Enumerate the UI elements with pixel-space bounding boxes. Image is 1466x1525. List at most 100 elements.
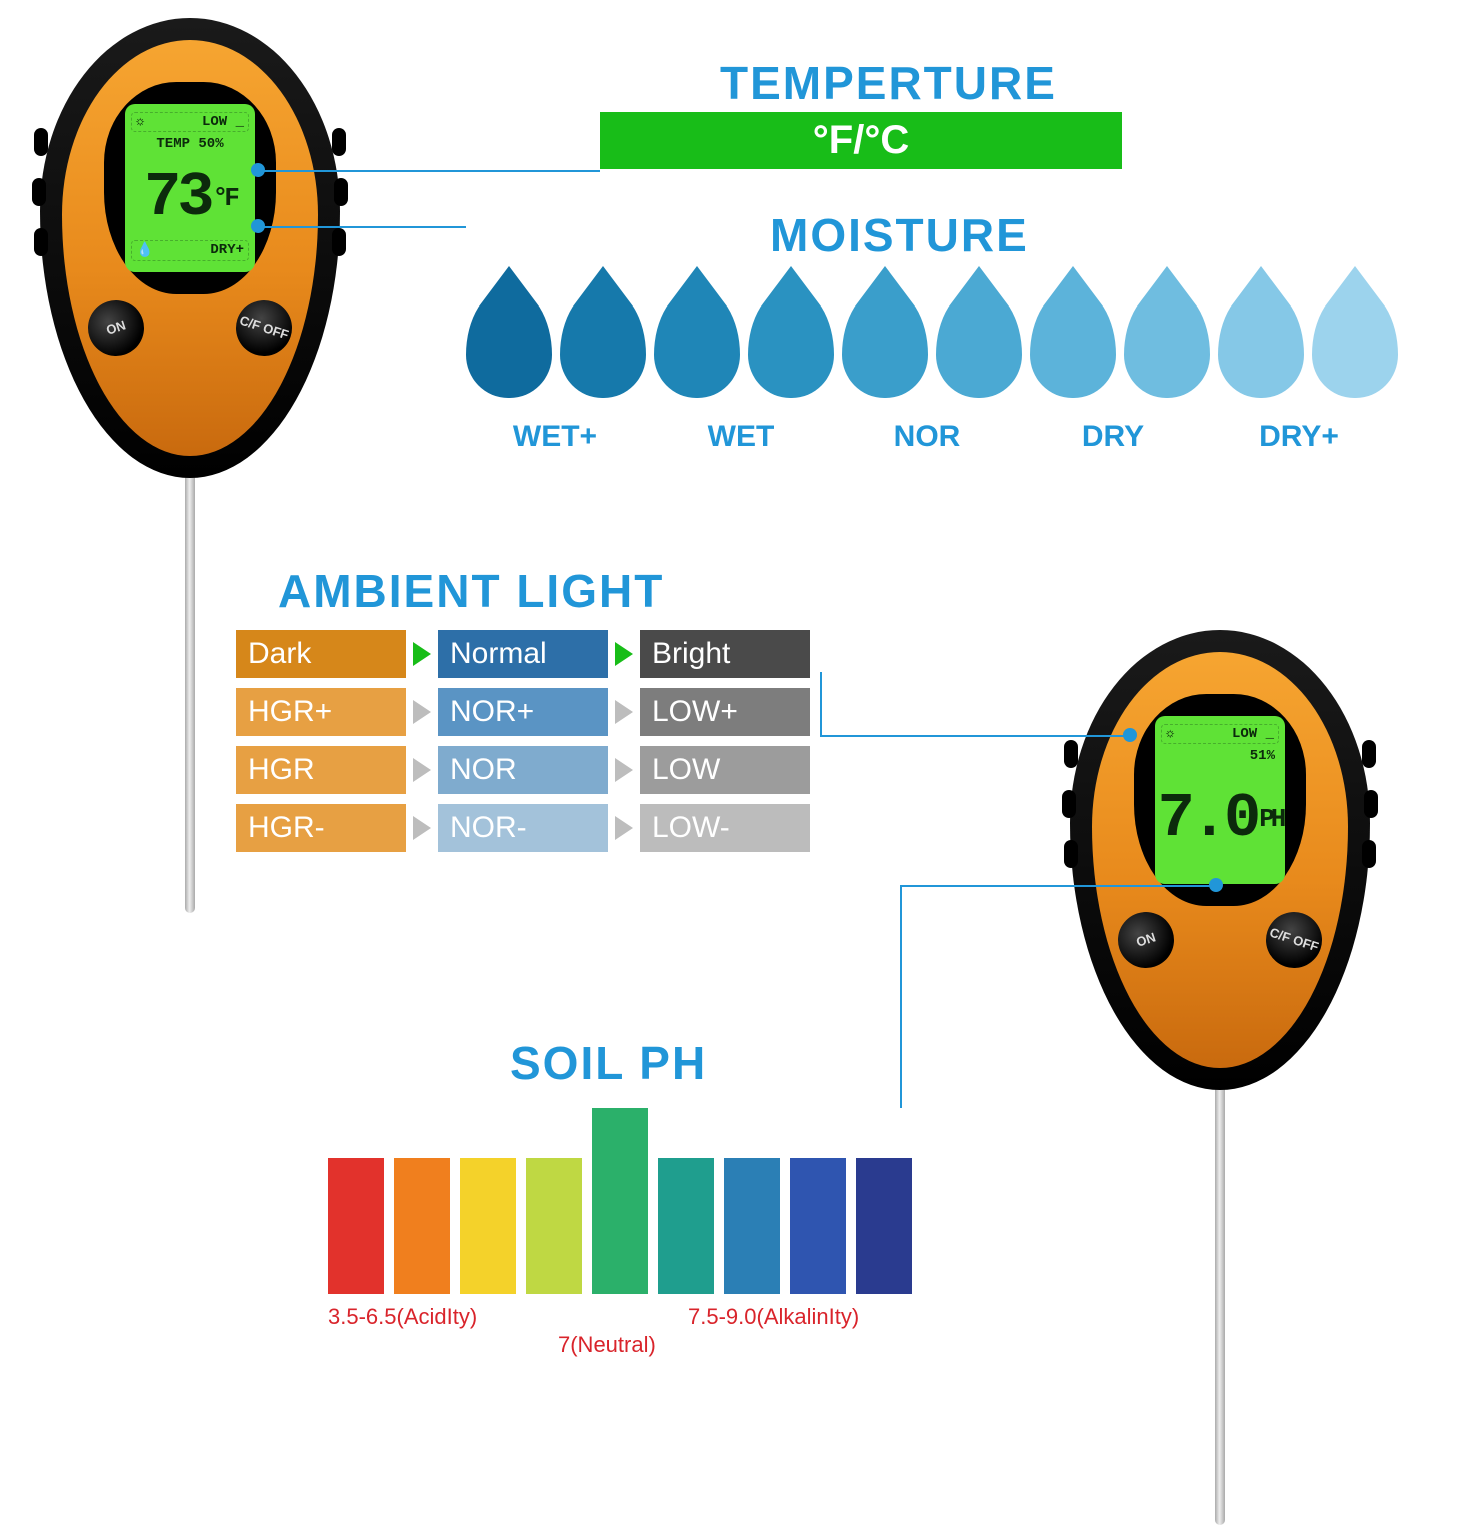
- lcd-mid-label: TEMP 50%: [131, 135, 249, 153]
- lcd-main-reading: 73 °F: [131, 156, 249, 240]
- soil-ph-scale: [328, 1108, 912, 1294]
- sun-icon: ☼: [1166, 726, 1174, 742]
- probe: [1215, 1075, 1225, 1525]
- light-cell: LOW-: [640, 804, 810, 852]
- callout-line: [900, 885, 902, 1108]
- lcd-mid-label: 51%: [1161, 747, 1279, 765]
- lcd-main-reading: 7.0 PH: [1161, 768, 1279, 869]
- chevron-right-icon: [615, 758, 633, 782]
- chevron-right-icon: [615, 816, 633, 840]
- light-header-dark: Dark: [236, 630, 406, 678]
- device-body: ☼ LOW _ TEMP 50% 73 °F 💧 DRY+ ON C/F OFF: [40, 18, 340, 478]
- light-cell: LOW: [640, 746, 810, 794]
- ph-bar: [526, 1158, 582, 1294]
- moisture-drop: [1218, 288, 1304, 398]
- ph-bar: [658, 1158, 714, 1294]
- ph-bar: [856, 1158, 912, 1294]
- side-nub: [34, 128, 48, 156]
- chevron-right-icon: [413, 816, 431, 840]
- soil-ph-title: SOIL PH: [510, 1036, 707, 1090]
- ph-bar: [328, 1158, 384, 1294]
- callout-line: [258, 170, 600, 172]
- ph-bar: [394, 1158, 450, 1294]
- lcd-screen: ☼ LOW _ TEMP 50% 73 °F 💧 DRY+: [125, 104, 255, 272]
- callout-line: [258, 226, 466, 228]
- side-nub: [1062, 790, 1076, 818]
- chevron-right-icon: [413, 700, 431, 724]
- probe: [185, 463, 195, 913]
- lcd-unit: PH: [1259, 806, 1282, 832]
- moisture-drop: [1124, 288, 1210, 398]
- side-nub: [332, 128, 346, 156]
- side-nub: [334, 178, 348, 206]
- drop-icon: 💧: [136, 242, 153, 259]
- chevron-right-icon: [413, 642, 431, 666]
- callout-line: [820, 672, 822, 735]
- temperature-band: °F/°C: [600, 112, 1122, 169]
- temperature-title: TEMPERTURE: [720, 56, 1057, 110]
- side-nub: [1064, 740, 1078, 768]
- light-cell: NOR: [438, 746, 608, 794]
- moisture-title: MOISTURE: [770, 208, 1029, 262]
- callout-line: [820, 735, 1130, 737]
- light-header-bright: Bright: [640, 630, 810, 678]
- moisture-label: DRY+: [1210, 420, 1388, 454]
- moisture-labels: WET+WETNORDRYDRY+: [466, 420, 1388, 454]
- chevron-right-icon: [615, 700, 633, 724]
- light-cell: NOR-: [438, 804, 608, 852]
- lcd-value: 73: [144, 167, 210, 229]
- chevron-right-icon: [413, 758, 431, 782]
- light-cell: HGR: [236, 746, 406, 794]
- ambient-light-title: AMBIENT LIGHT: [278, 564, 664, 618]
- ph-bar: [460, 1158, 516, 1294]
- side-nub: [332, 228, 346, 256]
- side-nub: [34, 228, 48, 256]
- light-cell: HGR+: [236, 688, 406, 736]
- moisture-label: WET: [652, 420, 830, 454]
- chevron-right-icon: [615, 642, 633, 666]
- moisture-label: NOR: [838, 420, 1016, 454]
- ph-caption-neutral: 7(Neutral): [558, 1332, 656, 1358]
- moisture-label: WET+: [466, 420, 644, 454]
- moisture-drop: [842, 288, 928, 398]
- soil-ph-captions: 3.5-6.5(AcidIty) 7(Neutral) 7.5-9.0(Alka…: [328, 1304, 928, 1342]
- ambient-light-table: Dark Normal Bright HGR+ NOR+ LOW+ HGR NOR LOW HGR…: [236, 630, 810, 852]
- ph-caption-alkalinity: 7.5-9.0(AlkalinIty): [688, 1304, 859, 1330]
- moisture-drop: [748, 288, 834, 398]
- light-header-normal: Normal: [438, 630, 608, 678]
- moisture-drop: [936, 288, 1022, 398]
- device-body: ☼ LOW _ 51% 7.0 PH ON C/F OFF: [1070, 630, 1370, 1090]
- callout-line: [900, 885, 1216, 887]
- ph-bar: [790, 1158, 846, 1294]
- lcd-row-top: ☼ LOW _: [1161, 724, 1279, 744]
- side-nub: [1362, 740, 1376, 768]
- moisture-drop: [1030, 288, 1116, 398]
- side-nub: [1362, 840, 1376, 868]
- moisture-drop: [1312, 288, 1398, 398]
- screen-bezel: ☼ LOW _ 51% 7.0 PH: [1134, 694, 1306, 906]
- moisture-label: DRY: [1024, 420, 1202, 454]
- moisture-drop-scale: [466, 288, 1398, 398]
- lcd-screen: ☼ LOW _ 51% 7.0 PH: [1155, 716, 1285, 884]
- soil-tester-device-right: ☼ LOW _ 51% 7.0 PH ON C/F OFF: [1070, 630, 1370, 1350]
- side-nub: [1064, 840, 1078, 868]
- light-cell: LOW+: [640, 688, 810, 736]
- ph-bar: [724, 1158, 780, 1294]
- lcd-value: 7.0: [1158, 788, 1258, 850]
- side-nub: [1364, 790, 1378, 818]
- lcd-moisture-level: DRY+: [210, 242, 244, 259]
- screen-bezel: ☼ LOW _ TEMP 50% 73 °F 💧 DRY+: [104, 82, 276, 294]
- light-cell: NOR+: [438, 688, 608, 736]
- moisture-drop: [560, 288, 646, 398]
- ph-caption-acidity: 3.5-6.5(AcidIty): [328, 1304, 477, 1330]
- light-cell: HGR-: [236, 804, 406, 852]
- side-nub: [32, 178, 46, 206]
- sun-icon: ☼: [136, 114, 144, 130]
- lcd-light-level: LOW _: [1232, 726, 1274, 742]
- lcd-unit: °F: [213, 185, 236, 211]
- lcd-row-top: ☼ LOW _: [131, 112, 249, 132]
- lcd-row-bottom: 💧 DRY+: [131, 240, 249, 261]
- ph-bar: [592, 1108, 648, 1294]
- moisture-drop: [466, 288, 552, 398]
- lcd-light-level: LOW _: [202, 114, 244, 130]
